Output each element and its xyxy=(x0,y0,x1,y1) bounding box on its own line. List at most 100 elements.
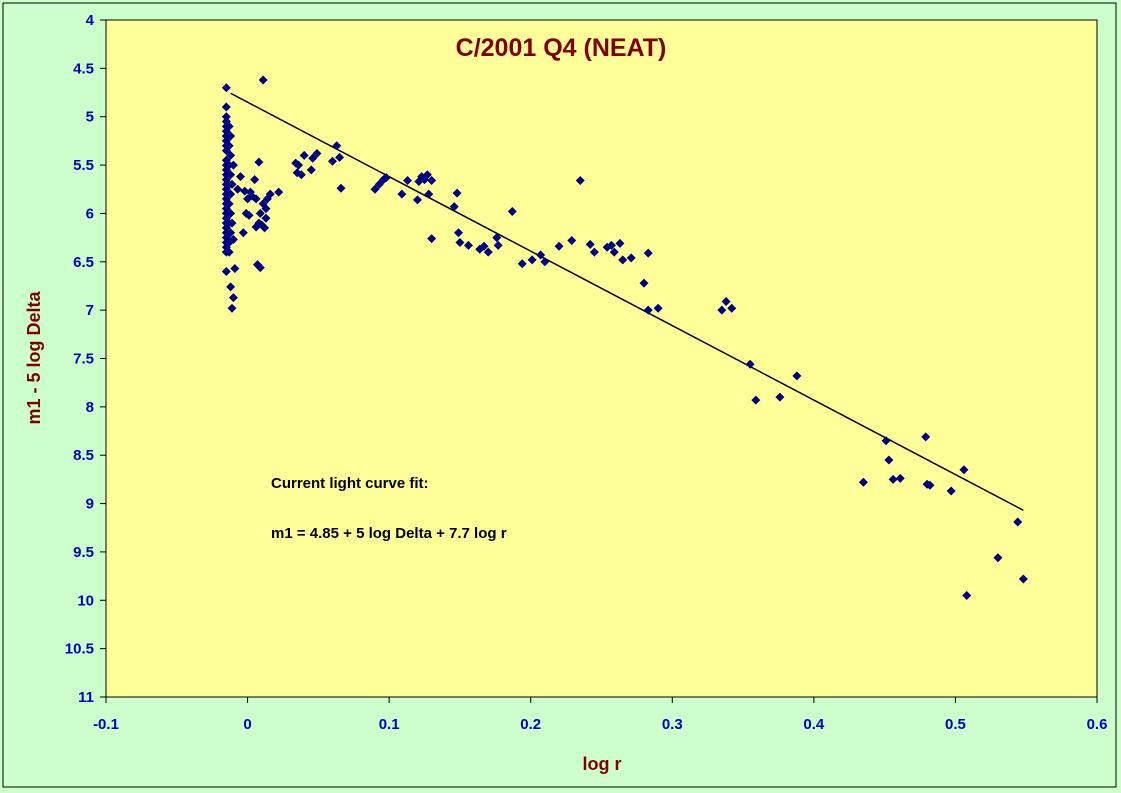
data-point xyxy=(228,160,238,170)
data-point xyxy=(296,170,306,180)
data-point xyxy=(452,188,462,198)
data-point xyxy=(221,266,231,276)
data-points xyxy=(221,75,1028,600)
data-point xyxy=(235,172,245,182)
data-point xyxy=(536,250,546,260)
data-point xyxy=(226,208,236,218)
x-tick-label: 0.4 xyxy=(803,716,825,733)
data-point xyxy=(274,187,284,197)
plot-area xyxy=(105,19,1098,698)
y-tick-label: 7 xyxy=(86,302,94,319)
data-point xyxy=(449,202,459,212)
y-axis: 4 4.5 5 5.5 6 6.5 7 7.5 8 8.5 9 9.5 10 10.5 11 xyxy=(65,12,107,706)
data-point xyxy=(412,195,422,205)
data-point xyxy=(265,189,275,199)
x-tick-label: 0.5 xyxy=(945,716,966,733)
data-point xyxy=(888,474,898,484)
x-tick-label: 0.1 xyxy=(379,716,400,733)
data-point xyxy=(244,210,254,220)
y-tick-label: 4 xyxy=(86,12,95,29)
data-point xyxy=(424,189,434,199)
y-tick-label: 4.5 xyxy=(73,60,94,77)
data-point xyxy=(463,240,473,250)
data-point xyxy=(527,255,537,265)
data-point xyxy=(540,257,550,267)
data-point xyxy=(226,131,236,141)
data-point xyxy=(858,477,868,487)
data-point xyxy=(224,199,234,209)
data-point xyxy=(308,153,318,163)
data-point xyxy=(959,465,969,475)
data-point xyxy=(575,176,585,186)
data-point xyxy=(962,590,972,600)
data-point xyxy=(255,208,265,218)
data-point xyxy=(306,165,316,175)
data-point xyxy=(775,392,785,402)
y-tick-label: 7.5 xyxy=(73,351,94,368)
data-point xyxy=(224,247,234,257)
y-axis-label: m1 - 5 log Delta xyxy=(24,290,44,424)
data-point xyxy=(233,184,243,194)
data-point xyxy=(925,480,935,490)
data-point xyxy=(483,247,493,257)
data-point xyxy=(221,83,231,93)
data-point xyxy=(370,184,380,194)
y-tick-label: 5 xyxy=(86,109,94,126)
y-tick-label: 5.5 xyxy=(73,157,94,174)
y-tick-label: 6.5 xyxy=(73,254,94,271)
data-point xyxy=(727,303,737,313)
data-point xyxy=(224,121,234,131)
data-point xyxy=(227,179,237,189)
data-point xyxy=(403,176,413,186)
data-point xyxy=(381,173,391,183)
data-point xyxy=(639,278,649,288)
data-point xyxy=(1018,574,1028,584)
data-point xyxy=(881,436,891,446)
data-point xyxy=(228,235,238,245)
data-point xyxy=(589,247,599,257)
x-tick-label: 0.3 xyxy=(662,716,683,733)
y-tick-label: 8.5 xyxy=(73,447,94,464)
y-tick-label: 8 xyxy=(86,399,94,416)
data-point xyxy=(479,241,489,251)
data-point xyxy=(228,293,238,303)
data-point xyxy=(226,170,236,180)
data-point xyxy=(615,238,625,248)
data-point xyxy=(643,305,653,315)
data-point xyxy=(332,141,342,151)
y-tick-label: 10.5 xyxy=(65,641,94,658)
data-point xyxy=(261,213,271,223)
data-point xyxy=(422,170,432,180)
fit-line xyxy=(230,92,1024,511)
y-tick-label: 9.5 xyxy=(73,544,94,561)
data-point xyxy=(554,241,564,251)
data-point xyxy=(238,228,248,238)
data-point xyxy=(717,305,727,315)
data-point xyxy=(792,371,802,381)
data-point xyxy=(745,359,755,369)
data-point xyxy=(507,206,517,216)
data-point xyxy=(335,152,345,162)
y-tick-label: 6 xyxy=(86,205,94,222)
data-point xyxy=(260,223,270,233)
x-axis: -0.1 0 0.1 0.2 0.3 0.4 0.5 0.6 xyxy=(93,696,1107,733)
data-point xyxy=(454,228,464,238)
data-point xyxy=(609,247,619,257)
data-point xyxy=(751,395,761,405)
fit-annotation-heading: Current light curve fit: xyxy=(271,475,429,492)
data-point xyxy=(427,176,437,186)
data-point xyxy=(250,175,260,185)
data-point xyxy=(312,148,322,158)
data-point xyxy=(653,303,663,313)
data-point xyxy=(921,432,931,442)
data-point xyxy=(606,240,616,250)
data-point xyxy=(618,255,628,265)
data-point xyxy=(895,473,905,483)
data-point xyxy=(255,263,265,273)
data-point xyxy=(626,253,636,263)
data-point xyxy=(227,218,237,228)
y-tick-label: 9 xyxy=(86,496,94,513)
data-point xyxy=(226,189,236,199)
data-point xyxy=(226,150,236,160)
